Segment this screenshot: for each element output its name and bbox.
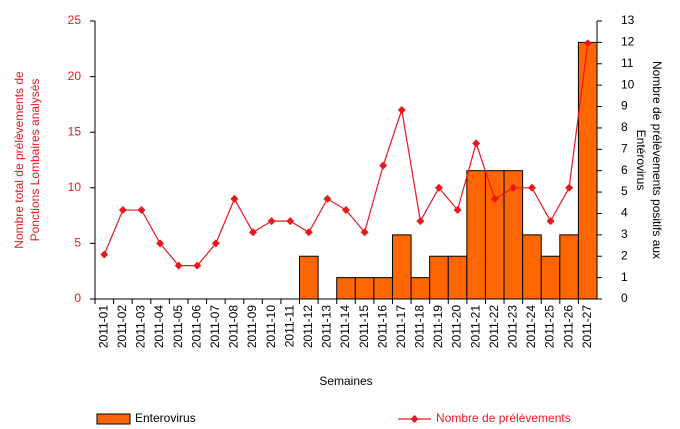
x-tick-label: 2011-06	[189, 305, 203, 348]
x-tick-label: 2011-21	[468, 305, 482, 348]
y2-tick-label: 0	[621, 291, 628, 305]
y2-tick-label: 1	[621, 270, 628, 284]
point	[193, 261, 202, 270]
x-tick-label: 2011-03	[134, 305, 148, 348]
legend-label: Nombre de prélèvements	[436, 411, 571, 425]
point	[137, 206, 146, 215]
y-tick-label: 10	[68, 180, 82, 194]
bar	[391, 234, 412, 300]
legend-swatch	[96, 413, 131, 425]
x-axis-title: Semaines	[319, 374, 372, 388]
x-tick-label: 2011-04	[152, 305, 166, 348]
y-tick-label: 20	[68, 69, 82, 83]
x-tick-label: 2011-02	[115, 305, 129, 348]
point	[174, 261, 183, 270]
x-tick-label: 2011-24	[524, 305, 538, 348]
bar	[336, 277, 356, 300]
x-tick-label: 2011-19	[431, 305, 445, 348]
point	[434, 183, 443, 192]
point	[118, 206, 127, 215]
bar	[299, 255, 319, 300]
point	[211, 239, 220, 248]
x-tick-label: 2011-08	[227, 305, 241, 348]
y2-tick-label: 9	[621, 99, 628, 113]
y-tick-label: 5	[74, 236, 81, 250]
y2-tick-label: 10	[621, 77, 635, 91]
y-tick-label: 0	[74, 291, 81, 305]
bar	[577, 41, 598, 300]
y2-tick-label: 8	[621, 120, 628, 134]
y2-tick-label: 6	[621, 163, 628, 177]
y-axis-title: Nombre total de prélèvements de	[12, 71, 26, 249]
y2-axis-title: Nombre de prélèvements positifs aux	[650, 61, 664, 259]
x-tick-label: 2011-26	[561, 305, 575, 348]
x-tick-label: 2011-10	[264, 305, 278, 348]
point	[230, 194, 239, 203]
x-tick-label: 2011-15	[357, 305, 371, 348]
point	[342, 206, 350, 215]
point	[304, 228, 313, 237]
point	[249, 228, 258, 237]
x-tick-label: 2011-07	[208, 305, 222, 348]
point	[583, 39, 592, 48]
y2-axis-title: Entérovirus	[634, 130, 648, 191]
x-tick-label: 2011-16	[375, 305, 389, 348]
point	[565, 183, 574, 192]
y2-tick-label: 12	[621, 35, 635, 49]
point	[379, 161, 388, 170]
legend-label: Enterovirus	[135, 411, 196, 425]
y2-tick-label: 2	[621, 248, 628, 262]
point	[490, 194, 499, 203]
x-tick-label: 2011-12	[301, 305, 315, 348]
x-tick-label: 2011-20	[450, 305, 464, 348]
bar	[484, 170, 505, 300]
x-tick-label: 2011-14	[338, 305, 352, 348]
y2-tick-label: 3	[621, 227, 628, 241]
bar	[540, 255, 561, 300]
x-tick-label: 2011-05	[171, 305, 185, 348]
point	[360, 228, 369, 237]
point	[453, 206, 462, 215]
point	[546, 217, 555, 226]
y-tick-label: 15	[68, 124, 82, 138]
x-tick-label: 2011-25	[543, 305, 557, 348]
point	[267, 217, 276, 226]
x-tick-label: 2011-13	[320, 305, 334, 348]
point	[509, 183, 518, 192]
point	[323, 194, 332, 203]
bar	[373, 277, 393, 300]
y2-tick-label: 4	[621, 206, 628, 220]
y-tick-label: 25	[68, 13, 82, 27]
bar	[559, 234, 579, 300]
x-tick-label: 2011-23	[506, 305, 520, 348]
x-tick-label: 2011-27	[580, 305, 594, 348]
point	[472, 139, 481, 148]
bar	[522, 234, 542, 300]
bar	[447, 255, 468, 300]
point	[286, 217, 295, 226]
x-tick-label: 2011-11	[282, 305, 296, 348]
x-tick-label: 2011-18	[413, 305, 427, 348]
y-axis-title: Ponctions Lombaires analysés	[28, 79, 42, 242]
point	[416, 217, 425, 226]
point	[397, 105, 406, 114]
y2-tick-label: 7	[621, 141, 628, 155]
point	[527, 183, 536, 192]
legend-swatch	[410, 415, 419, 423]
x-tick-label: 2011-22	[487, 305, 501, 348]
x-tick-label: 2011-09	[245, 305, 259, 348]
x-tick-label: 2011-01	[96, 305, 110, 348]
point	[100, 250, 109, 259]
point	[156, 239, 165, 248]
y2-tick-label: 11	[621, 56, 634, 70]
bar	[429, 255, 449, 300]
bar	[354, 277, 375, 300]
y2-tick-label: 13	[621, 13, 635, 27]
bar	[410, 277, 431, 300]
y2-tick-label: 5	[621, 184, 628, 198]
x-tick-label: 2011-17	[394, 305, 408, 348]
bar	[466, 170, 486, 300]
